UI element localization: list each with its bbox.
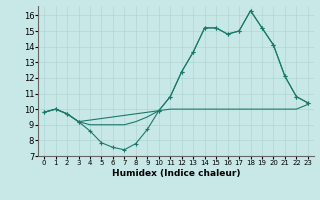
X-axis label: Humidex (Indice chaleur): Humidex (Indice chaleur) <box>112 169 240 178</box>
